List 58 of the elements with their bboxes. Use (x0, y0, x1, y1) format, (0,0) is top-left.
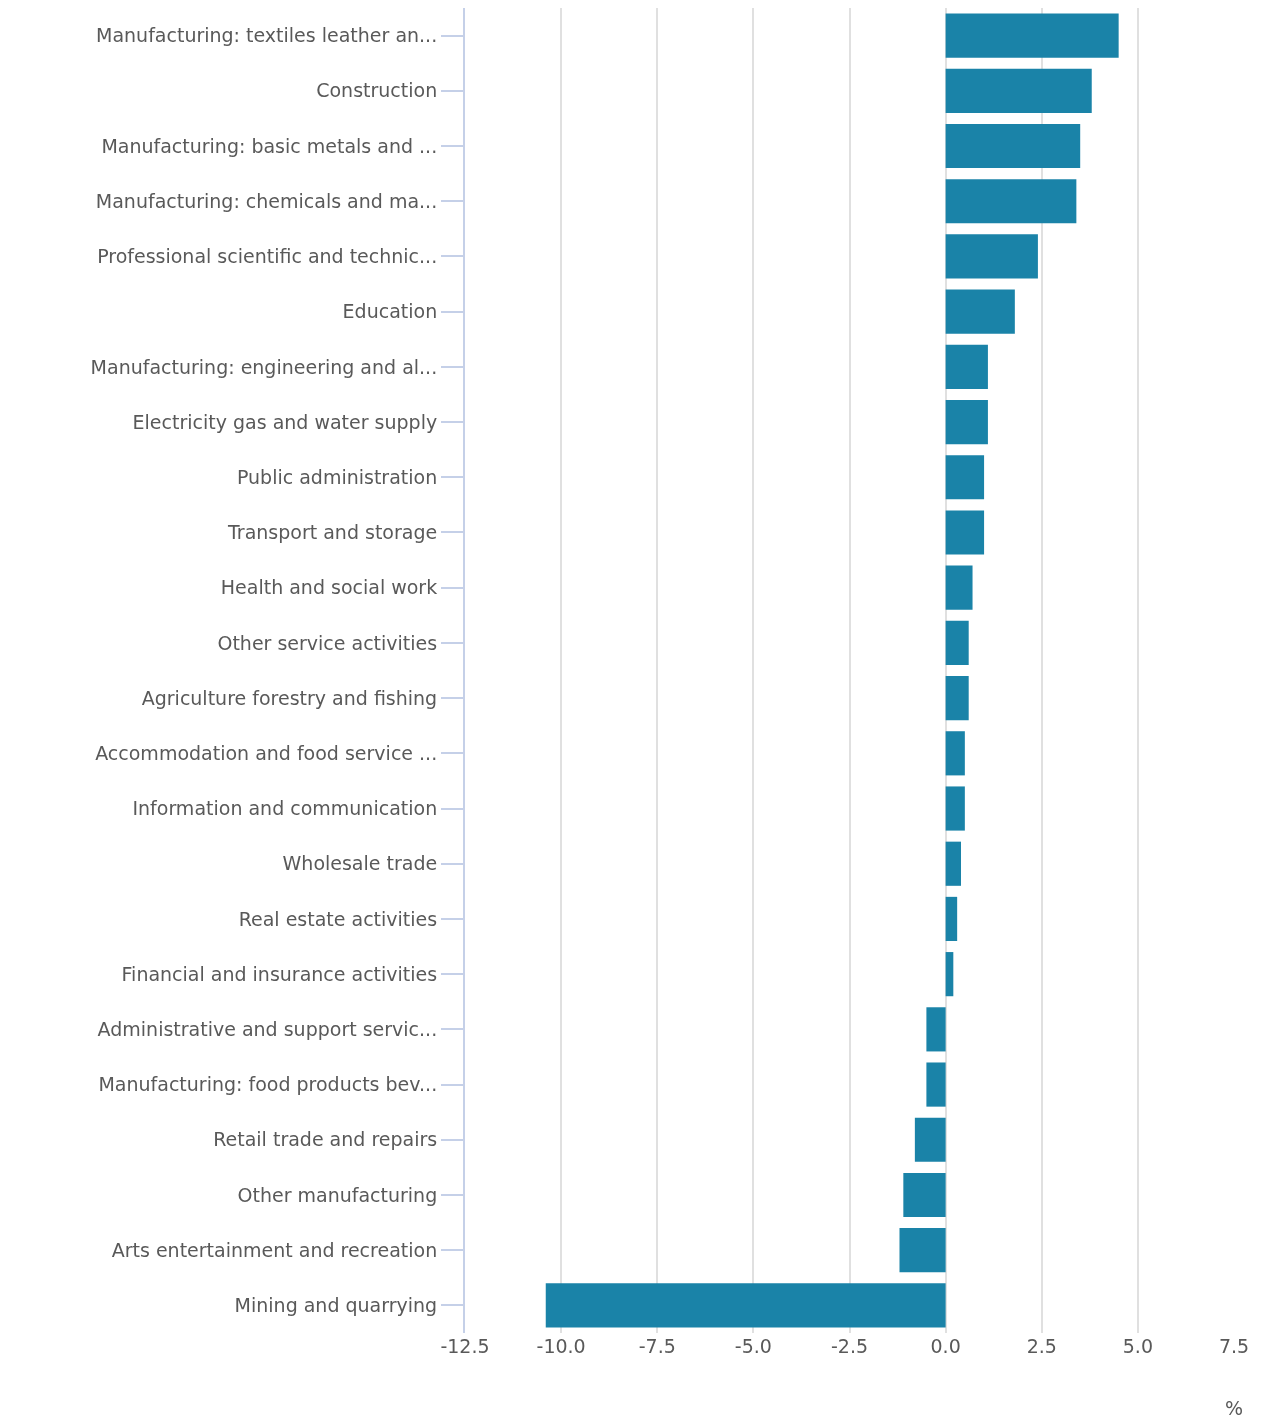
bar (899, 1228, 946, 1273)
y-tick-label: Electricity gas and water supply (132, 410, 438, 433)
bar (545, 1283, 946, 1328)
bar (945, 123, 1081, 169)
y-tick-label: Agriculture forestry and fishing (141, 686, 438, 709)
y-tick-label: Manufacturing: basic metals and ... (101, 134, 438, 157)
y-tick-label: Construction (316, 79, 438, 102)
y-tick-label: Retail trade and repairs (213, 1128, 438, 1151)
y-tick-label: Education (342, 300, 438, 323)
y-tick-label: Mining and quarrying (234, 1294, 438, 1317)
x-tick-label: 2.5 (1026, 1335, 1057, 1357)
bar (926, 1007, 946, 1052)
y-tick-label: Manufacturing: chemicals and ma... (95, 189, 438, 212)
bar (945, 289, 1015, 334)
y-tick-label: Public administration (236, 465, 438, 488)
bar (945, 68, 1092, 113)
x-tick-label: 5.0 (1122, 1335, 1153, 1357)
bar (945, 455, 985, 500)
bar (945, 399, 988, 445)
x-tick-label: -7.5 (638, 1335, 676, 1357)
bar (945, 676, 969, 721)
y-tick-label: Health and social work (220, 576, 438, 599)
bar (945, 13, 1119, 58)
y-tick-label: Arts entertainment and recreation (111, 1238, 438, 1261)
bar (903, 1172, 946, 1218)
y-tick-label: Other manufacturing (237, 1183, 438, 1206)
bar (945, 896, 958, 942)
bar (945, 952, 954, 997)
bar (945, 344, 988, 389)
bar (945, 731, 965, 776)
x-tick-label: -2.5 (830, 1335, 869, 1357)
y-tick-label: Manufacturing: engineering and al... (90, 355, 438, 378)
y-tick-label: Other service activities (217, 631, 438, 654)
y-tick-label: Manufacturing: food products bev... (98, 1073, 438, 1096)
bar (914, 1117, 946, 1162)
y-tick-label: Administrative and support servic... (97, 1018, 438, 1040)
x-tick-label: -5.0 (734, 1335, 772, 1357)
bar (945, 565, 973, 610)
bar (945, 620, 969, 665)
x-tick-label: 0.0 (930, 1335, 961, 1357)
y-tick-label: Information and communication (132, 797, 438, 820)
y-tick-label: Manufacturing: textiles leather an... (96, 24, 438, 47)
y-tick-label: Real estate activities (238, 907, 438, 930)
bar (945, 179, 1077, 224)
bar (945, 510, 985, 555)
y-tick-label: Accommodation and food service ... (95, 741, 438, 764)
y-tick-label: Transport and storage (227, 521, 438, 544)
bar (945, 841, 962, 886)
bar (926, 1062, 946, 1107)
bar (945, 234, 1038, 279)
bar (945, 786, 965, 831)
y-tick-label: Professional scientific and technic... (97, 245, 438, 268)
y-tick-label: Wholesale trade (282, 852, 438, 875)
x-tick-label: -10.0 (536, 1335, 586, 1357)
y-tick-label: Financial and insurance activities (121, 962, 438, 985)
x-tick-label: 7.5 (1218, 1335, 1250, 1357)
x-tick-label: -12.5 (440, 1335, 490, 1357)
x-axis-title: % (1225, 1397, 1244, 1419)
